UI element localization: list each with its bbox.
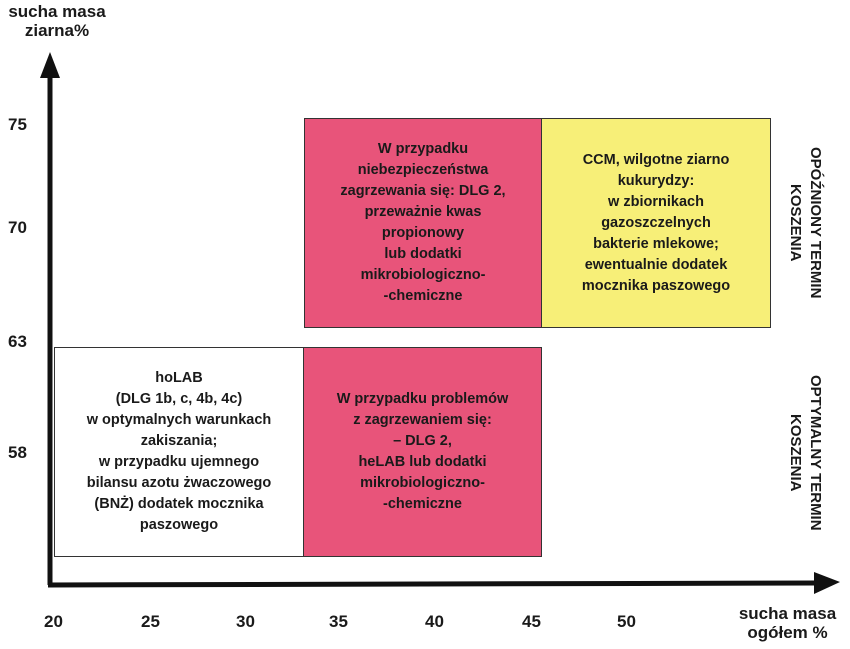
- box-line: niebezpieczeństwa: [357, 162, 489, 178]
- side-label-delayed: OPÓŹNIONY TERMIN KOSZENIA: [785, 120, 825, 325]
- box-line: gazoszczelnych: [601, 214, 711, 231]
- x-tick-20: 20: [44, 612, 63, 631]
- side-label-optimal: OPTYMALNY TERMIN KOSZENIA: [785, 350, 825, 555]
- box-line: propionowy: [381, 225, 465, 241]
- box-line: paszowego: [139, 517, 219, 533]
- x-tick-30: 30: [236, 612, 255, 631]
- x-tick-50: 50: [617, 612, 636, 631]
- box-line: bilansu azotu żwaczowego: [86, 475, 272, 491]
- x-axis-label: sucha masa ogółem %: [730, 604, 845, 642]
- x-tick-45: 45: [522, 612, 541, 631]
- x-axis-label-line2: ogółem %: [747, 623, 828, 642]
- box-line: (DLG 1b, c, 4b, 4c): [115, 391, 243, 407]
- box-line: w optymalnych warunkach: [86, 412, 272, 428]
- side-label-delayed-line2: KOSZENIA: [787, 183, 804, 262]
- box-line: ewentualnie dodatek: [584, 256, 728, 273]
- box-line: lub dodatki: [384, 246, 462, 262]
- box-line: w zbiornikach: [608, 193, 704, 210]
- x-tick-40: 40: [425, 612, 444, 631]
- y-tick-70: 70: [8, 218, 27, 237]
- box-upper-middle: W przypadku niebezpieczeństwa zagrzewani…: [304, 118, 542, 328]
- x-tick-25: 25: [141, 612, 160, 631]
- x-axis-label-line1: sucha masa: [738, 604, 837, 623]
- box-line: heLAB lub dodatki: [358, 454, 487, 470]
- box-line: zagrzewania się: DLG 2,: [340, 183, 506, 199]
- box-upper-right: CCM, wilgotne ziarno kukurydzy: w zbiorn…: [541, 118, 771, 328]
- y-tick-63: 63: [8, 332, 27, 351]
- box-lower-left: hoLAB (DLG 1b, c, 4b, 4c) w optymalnych …: [54, 347, 304, 557]
- box-line: mikrobiologiczno-: [360, 475, 485, 491]
- box-line: CCM, wilgotne ziarno: [582, 151, 730, 168]
- y-tick-75: 75: [8, 115, 27, 134]
- y-tick-58: 58: [8, 443, 27, 462]
- y-axis-arrow: [40, 52, 60, 78]
- box-line: przeważnie kwas: [364, 204, 482, 220]
- box-line: W przypadku problemów: [336, 391, 509, 407]
- box-line: bakterie mlekowe;: [593, 235, 719, 252]
- box-line: mikrobiologiczno-: [360, 267, 486, 283]
- x-axis-arrow: [814, 572, 840, 594]
- box-line: z zagrzewaniem się:: [353, 412, 492, 428]
- side-label-delayed-line1: OPÓŹNIONY TERMIN: [807, 146, 824, 299]
- box-line: -chemiczne: [383, 288, 463, 304]
- x-tick-35: 35: [329, 612, 348, 631]
- y-axis-label-line1: sucha masa: [8, 2, 106, 21]
- box-line: mocznika paszowego: [581, 277, 731, 294]
- box-lower-middle: W przypadku problemów z zagrzewaniem się…: [303, 347, 542, 557]
- box-line: w przypadku ujemnego: [98, 454, 260, 470]
- x-axis-line: [47, 580, 819, 588]
- box-line: -chemiczne: [383, 496, 462, 512]
- box-line: (BNŻ) dodatek mocznika: [94, 496, 264, 512]
- y-axis-label: sucha masa ziarna%: [2, 2, 112, 40]
- box-line: kukurydzy:: [617, 172, 695, 189]
- box-line: hoLAB: [155, 370, 203, 386]
- side-label-optimal-line1: OPTYMALNY TERMIN: [807, 374, 824, 531]
- box-line: W przypadku: [377, 141, 469, 157]
- side-label-optimal-line2: KOSZENIA: [787, 413, 804, 492]
- box-line: – DLG 2,: [393, 433, 452, 449]
- box-line: zakiszania;: [140, 433, 218, 449]
- y-axis-label-line2: ziarna%: [24, 21, 90, 40]
